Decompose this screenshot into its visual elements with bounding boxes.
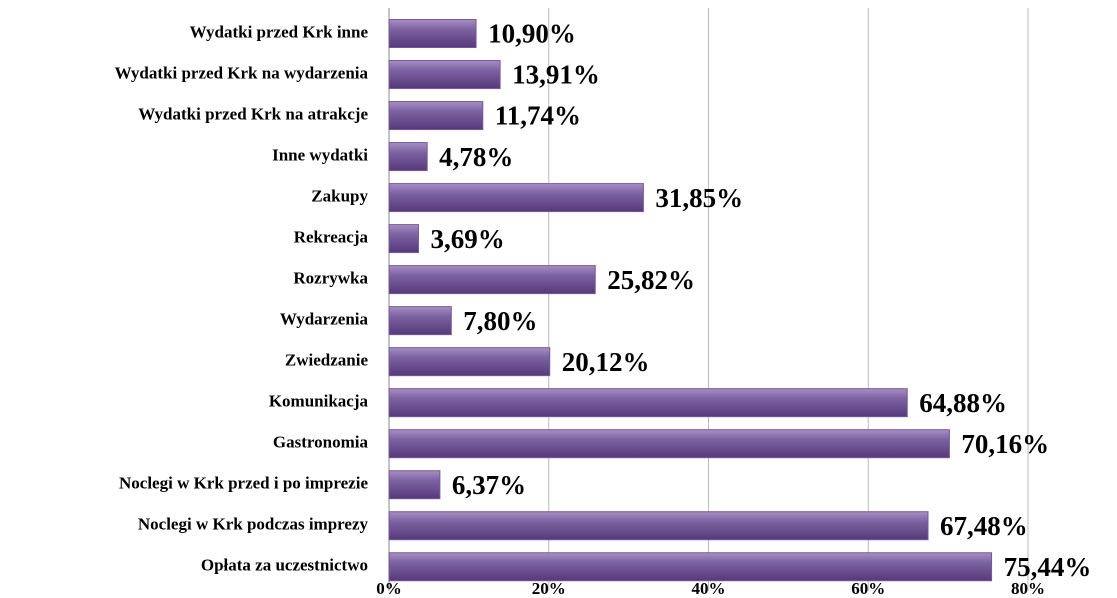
y-tick-label: Inne wydatki [272, 145, 368, 164]
data-label: 13,91% [512, 60, 600, 90]
bar [388, 470, 441, 500]
y-tick-label: Wydarzenia [280, 310, 369, 329]
y-tick-label: Rekreacja [294, 228, 369, 247]
bar [388, 347, 551, 377]
bar [388, 142, 428, 172]
bar [388, 552, 993, 582]
data-label: 20,12% [562, 347, 650, 377]
bar [388, 429, 950, 459]
bar [388, 511, 929, 541]
data-label: 3,69% [430, 224, 504, 254]
bar [388, 265, 596, 295]
y-tick-label: Zwiedzanie [285, 351, 369, 370]
data-label: 64,88% [919, 388, 1007, 418]
y-tick-label: Rozrywka [293, 269, 368, 288]
x-tick-label: 20% [532, 579, 566, 598]
data-label: 11,74% [495, 101, 581, 131]
y-tick-label: Noclegi w Krk podczas imprezy [138, 515, 369, 534]
data-label: 67,48% [940, 511, 1028, 541]
bar [388, 306, 452, 336]
bar [388, 183, 644, 213]
y-tick-label: Wydatki przed Krk inne [190, 22, 369, 41]
y-tick-label: Wydatki przed Krk na wydarzenia [115, 63, 369, 82]
bar [388, 388, 908, 418]
x-tick-label: 80% [1011, 579, 1045, 598]
data-label: 10,90% [488, 19, 576, 49]
y-tick-label: Gastronomia [273, 433, 369, 452]
data-label: 7,80% [463, 306, 537, 336]
data-label: 70,16% [961, 429, 1049, 459]
y-tick-label: Wydatki przed Krk na atrakcje [138, 104, 368, 123]
y-tick-label: Komunikacja [269, 392, 369, 411]
y-tick-label: Noclegi w Krk przed i po imprezie [119, 474, 368, 493]
data-label: 4,78% [439, 142, 513, 172]
x-tick-label: 60% [851, 579, 885, 598]
y-tick-label: Zakupy [311, 186, 368, 205]
bar [388, 60, 501, 90]
x-tick-label: 40% [692, 579, 726, 598]
x-tick-label: 0% [376, 579, 402, 598]
data-label: 31,85% [655, 183, 743, 213]
data-label: 6,37% [452, 470, 526, 500]
bar [388, 224, 419, 254]
bar [388, 101, 484, 131]
bar [388, 19, 477, 49]
data-label: 25,82% [607, 265, 695, 295]
data-label: 75,44% [1004, 552, 1092, 582]
y-tick-label: Opłata za uczestnictwo [201, 556, 368, 575]
